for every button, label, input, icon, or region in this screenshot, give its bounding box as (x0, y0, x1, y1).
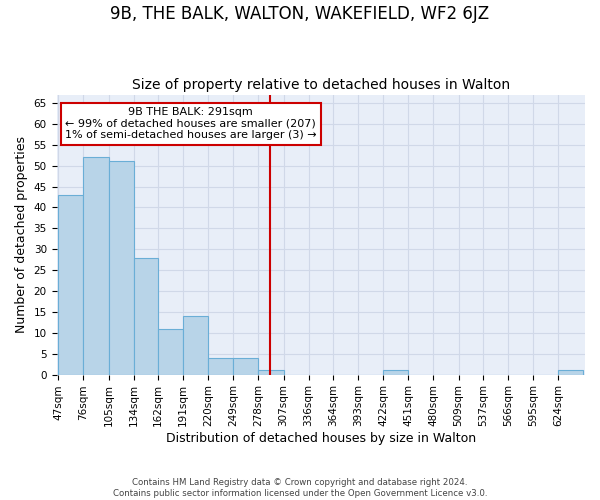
Bar (208, 358, 233, 374)
Bar (259, 370, 284, 374)
X-axis label: Distribution of detached houses by size in Walton: Distribution of detached houses by size … (166, 432, 476, 445)
Text: 9B, THE BALK, WALTON, WAKEFIELD, WF2 6JZ: 9B, THE BALK, WALTON, WAKEFIELD, WF2 6JZ (110, 5, 490, 23)
Bar (58, 195, 83, 374)
Bar (558, 370, 583, 374)
Bar (383, 370, 408, 374)
Title: Size of property relative to detached houses in Walton: Size of property relative to detached ho… (132, 78, 510, 92)
Bar (109, 162, 134, 374)
Bar (134, 258, 158, 374)
Bar (158, 328, 183, 374)
Bar (183, 316, 208, 374)
Text: 9B THE BALK: 291sqm
← 99% of detached houses are smaller (207)
1% of semi-detach: 9B THE BALK: 291sqm ← 99% of detached ho… (65, 107, 317, 140)
Y-axis label: Number of detached properties: Number of detached properties (15, 136, 28, 333)
Bar (233, 358, 259, 374)
Bar (83, 158, 109, 374)
Text: Contains HM Land Registry data © Crown copyright and database right 2024.
Contai: Contains HM Land Registry data © Crown c… (113, 478, 487, 498)
